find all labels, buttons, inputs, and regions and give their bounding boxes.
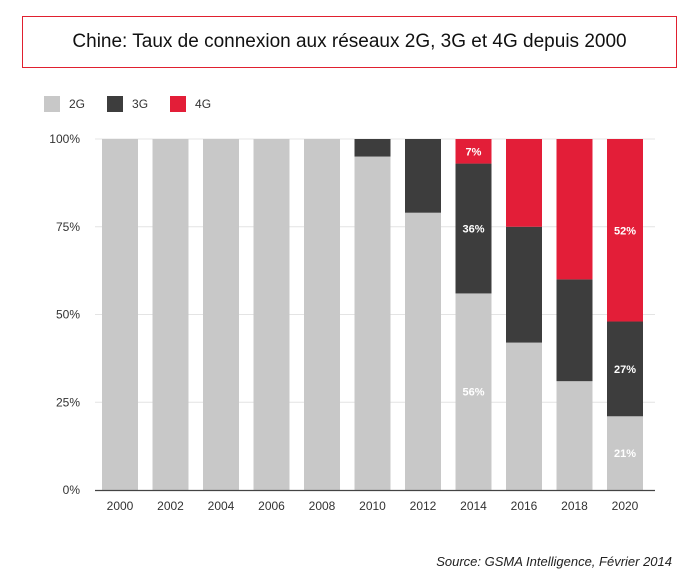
bar-2g-2002	[152, 139, 189, 490]
bar-3g-2020	[607, 321, 643, 417]
y-tick-label: 100%	[49, 132, 80, 146]
x-tick-label: 2002	[157, 499, 184, 513]
bar-2g-2018	[556, 381, 593, 490]
x-tick-label: 2008	[309, 499, 336, 513]
data-label: 56%	[462, 387, 484, 399]
y-tick-label: 75%	[56, 220, 80, 234]
y-tick-label: 0%	[63, 483, 81, 497]
bar-4g-2018	[556, 139, 593, 280]
data-label: 27%	[614, 364, 636, 376]
data-label: 7%	[466, 146, 482, 158]
legend-label-4g: 4G	[195, 97, 212, 111]
x-tick-label: 2000	[107, 499, 134, 513]
bar-2g-2004	[203, 139, 239, 490]
x-tick-label: 2012	[410, 499, 437, 513]
legend-swatch-4g	[170, 96, 187, 112]
x-tick-label: 2010	[359, 499, 386, 513]
legend: 2G 3G 4G	[44, 96, 211, 112]
bar-2g-2008	[304, 139, 340, 490]
bar-3g-2018	[556, 279, 593, 382]
bar-3g-2014	[455, 163, 492, 294]
legend-label-2g: 2G	[69, 97, 86, 111]
legend-item-4g: 4G	[170, 96, 211, 112]
legend-swatch-3g	[107, 96, 124, 112]
legend-label-3g: 3G	[132, 97, 149, 111]
chart-title: Chine: Taux de connexion aux réseaux 2G,…	[22, 16, 677, 68]
legend-item-3g: 3G	[107, 96, 148, 112]
data-label: 36%	[462, 224, 484, 236]
x-tick-label: 2006	[258, 499, 285, 513]
x-tick-label: 2014	[460, 499, 487, 513]
legend-swatch-2g	[44, 96, 60, 112]
x-tick-label: 2016	[511, 499, 538, 513]
data-label: 52%	[614, 225, 636, 237]
bar-2g-2000	[102, 139, 138, 490]
x-tick-label: 2020	[612, 499, 639, 513]
bar-2g-2016	[506, 342, 542, 490]
x-tick-label: 2004	[208, 499, 235, 513]
y-tick-label: 50%	[56, 308, 80, 322]
bar-4g-2016	[506, 139, 542, 227]
bar-4g-2014	[455, 139, 492, 164]
bar-2g-2012	[405, 212, 441, 490]
legend-item-2g: 2G	[44, 96, 85, 112]
y-tick-label: 25%	[56, 395, 80, 409]
data-label: 21%	[614, 448, 636, 460]
source-note: Source: GSMA Intelligence, Février 2014	[436, 554, 672, 569]
bar-2g-2014	[455, 293, 492, 490]
bar-2g-2006	[253, 139, 290, 490]
bar-4g-2020	[607, 139, 643, 322]
bar-2g-2010	[354, 156, 391, 491]
bar-3g-2012	[405, 139, 441, 213]
bar-3g-2016	[506, 226, 542, 343]
bar-3g-2010	[354, 139, 391, 157]
x-tick-label: 2018	[561, 499, 588, 513]
bar-2g-2020	[607, 416, 643, 490]
